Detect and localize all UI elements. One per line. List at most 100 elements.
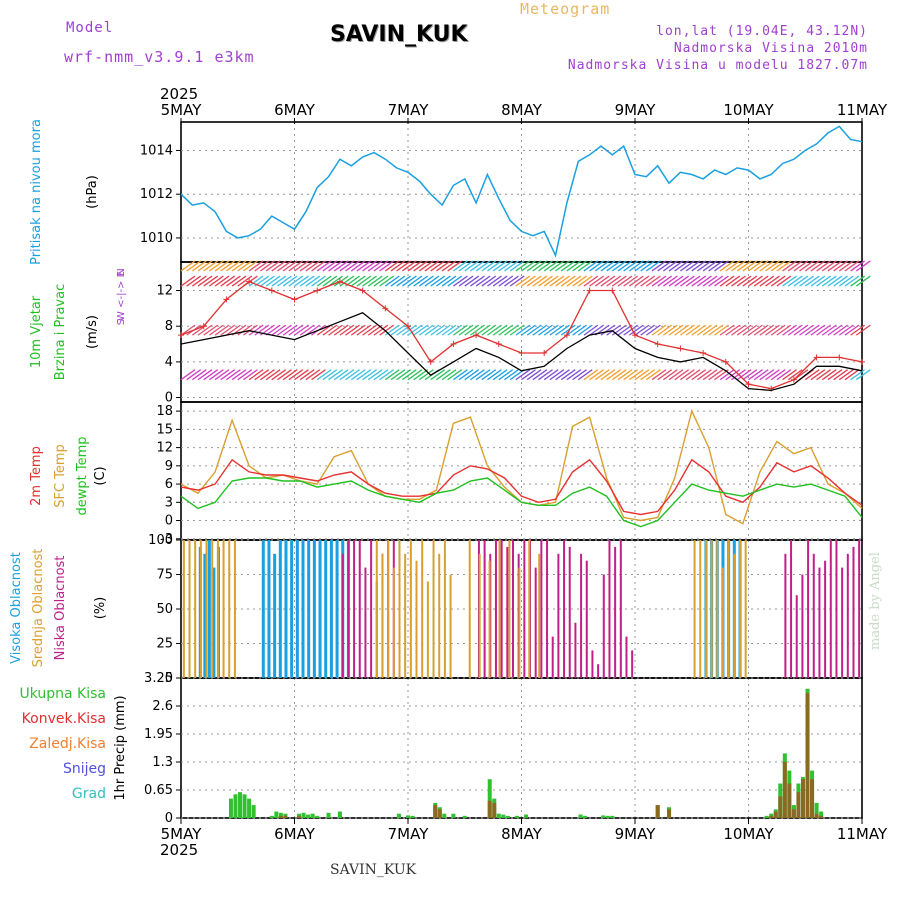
wind-barb [311,260,326,272]
wind-barb [504,369,519,381]
cloud-bar-low [829,540,832,678]
wind-barb [799,275,814,287]
time-tick-top: 9MAY [615,101,657,119]
wind-barb [600,275,616,287]
cloud-bar-mid [468,540,471,678]
wind-barb [804,260,820,272]
wind-barb [731,275,746,287]
cloud-bar-low [812,553,815,678]
wind-barb [424,275,440,287]
precip-conv-bar [819,815,824,818]
cloud-bar-mid [733,553,736,678]
time-tick-bottom: 8MAY [501,825,543,843]
ytick-label-cloud: 25 [156,637,173,652]
cloud-bar-high [307,540,311,678]
precip-legend-item: Grad [72,786,106,802]
cloud-bar-low [784,553,787,678]
cloud-bar-mid [182,540,185,678]
wind-barb [543,275,559,287]
wind-barb [226,369,241,381]
wind-barb [401,275,417,287]
precip-total-bar [578,814,583,818]
wind-barb [543,260,559,272]
wind-barb [243,324,258,336]
wind-barb [498,369,514,381]
precip-conv-bar [769,815,774,818]
wind-barb [299,369,315,381]
wind-barb [566,369,582,381]
wind-barb [816,324,831,336]
wind-barb [186,275,202,287]
wind-barb [770,324,786,336]
wind-barb [543,369,559,381]
wind-barb [566,260,582,272]
panel-frame-precip [180,677,863,819]
wind-barb [288,324,304,336]
wind-barb [231,369,247,381]
precip-total-bar [514,815,519,818]
wind-barb [208,369,224,381]
wind-barb [827,275,843,287]
wind-barb [277,324,292,336]
wind-barb [333,369,349,381]
wind-barb [413,260,429,272]
wind-barb [418,275,434,287]
wind-barb [424,260,440,272]
wind-barb [316,275,332,287]
compass-ew: W <-|-> E [116,271,127,321]
wind-barb [617,275,633,287]
wind-barb [208,275,224,287]
wind-barb [804,275,820,287]
wind-barb [816,275,831,287]
precip-total-bar [247,798,252,818]
wind-barb [674,260,690,272]
wind-barb [674,324,690,336]
precip-conv-bar [773,811,778,818]
wind-barb [401,369,417,381]
wind-barb [753,324,769,336]
wind-barb [504,275,519,287]
wind-barb [538,324,553,336]
wind-barb [577,324,593,336]
temp2m-line [180,458,863,516]
wind-barb [481,369,497,381]
cloud-bar-low [614,546,617,678]
wind-barb [379,260,395,272]
precip-conv-bar [791,809,796,818]
wind-barb [504,260,519,272]
wind-barb [220,260,236,272]
time-tick-top: 11MAY [837,101,888,119]
wind-barb [367,260,383,272]
precip-total-bar [410,815,415,818]
cloud-bar-mid [488,560,491,678]
year-bottom: 2025 [160,841,198,859]
wind-barb [577,275,593,287]
wind-barb [305,260,321,272]
wind-barb [821,275,837,287]
wind-barb [583,369,599,381]
wind-barb [623,275,639,287]
time-tick-bottom: 9MAY [615,825,657,843]
cloud-bar-high [324,540,328,678]
wind-barb [492,369,508,381]
wind-barb [214,324,230,336]
time-tick-bottom: 5MAY [161,825,203,843]
wind-barb [277,369,292,381]
cloud-bar-low [580,553,583,678]
wind-barb [418,369,434,381]
wind-barb [765,324,780,336]
wind-barb [748,260,763,272]
ylabel-precip: 1hr Precip (mm) [113,695,128,800]
yunit-temp: (C) [93,466,108,485]
precip-total-bar [601,815,606,818]
cloud-bar-low [563,540,566,678]
wind-barb [515,369,531,381]
time-tick-top: 7MAY [388,101,430,119]
precip-conv-bar [437,809,442,818]
wind-barb [379,369,395,381]
wind-barb [674,275,690,287]
wind-barb [714,260,729,272]
ytick-label-precip: 0 [165,811,173,826]
cloud-bar-low [358,540,361,678]
cloud-bar-low [795,595,798,678]
